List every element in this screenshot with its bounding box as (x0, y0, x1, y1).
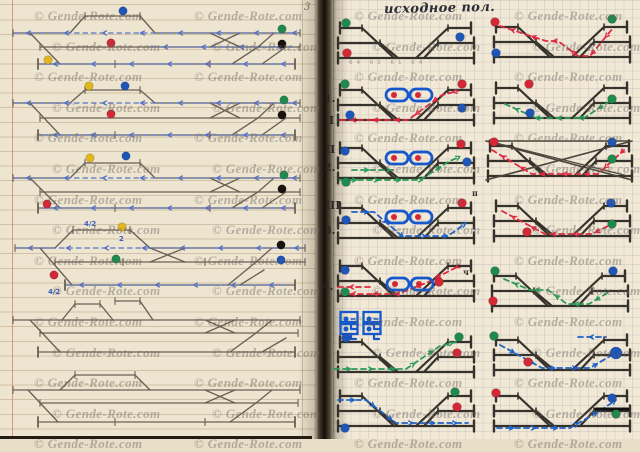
margin-label: 1. (324, 92, 335, 105)
margin-label: 2. (324, 161, 335, 174)
blue-pencil-annotation: 4/2 (84, 220, 96, 228)
blue-pencil-annotation: 4/2 (48, 288, 60, 296)
margin-label: I (329, 114, 334, 127)
margin-label: 3. (324, 224, 335, 237)
blue-pencil-annotation: 2 (119, 235, 124, 243)
handwritten-title: исходное пол. (384, 0, 495, 17)
small-label: ч (463, 267, 469, 277)
margin-label: II (325, 143, 335, 156)
margin-label: III (325, 199, 340, 212)
margin-label: 4. (322, 280, 333, 293)
page-number: 3 (304, 2, 310, 13)
small-label: п (472, 188, 478, 198)
switch-numbers: 64 62 61 64 (349, 60, 426, 66)
